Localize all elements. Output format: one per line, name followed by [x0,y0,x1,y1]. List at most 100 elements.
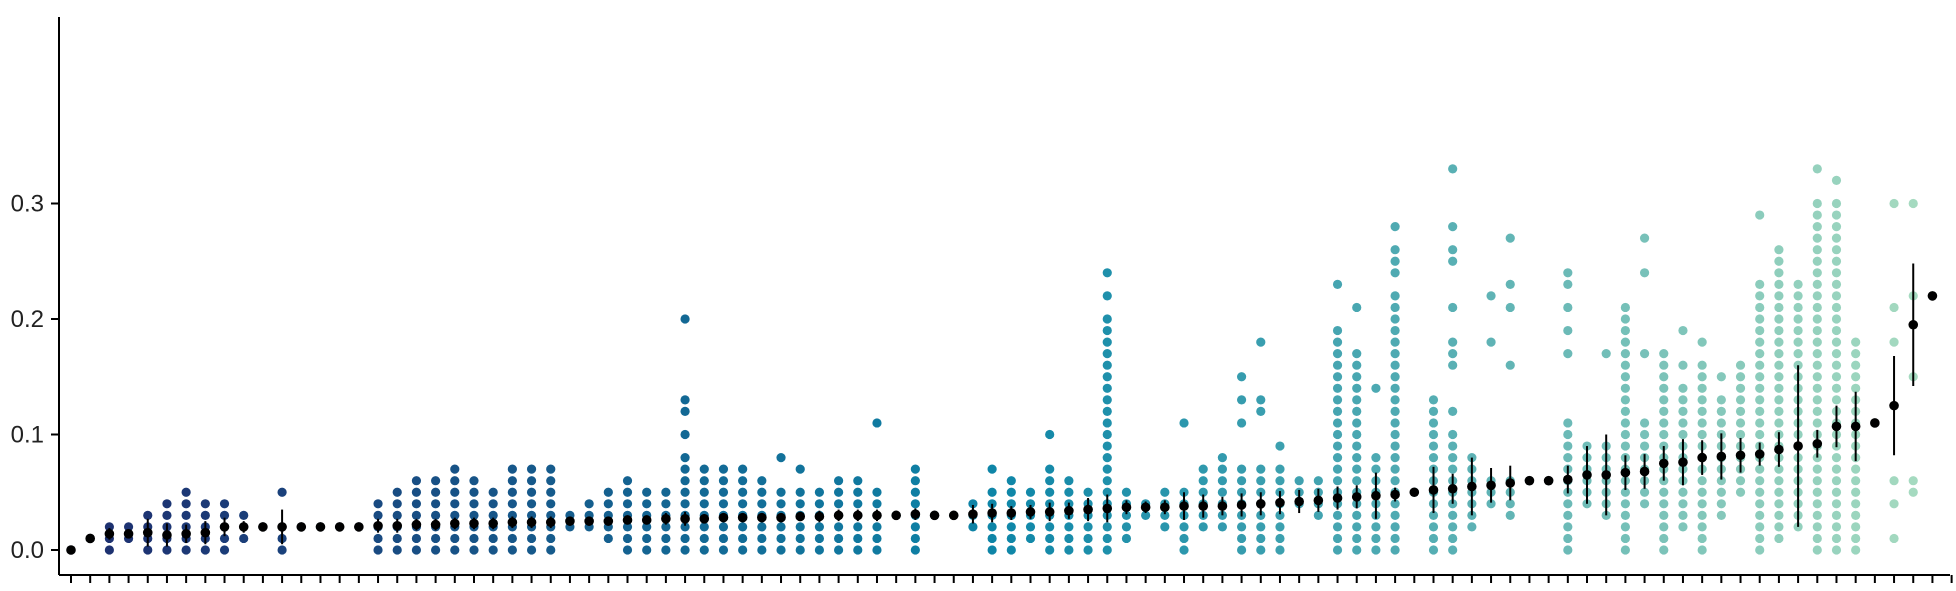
data-point [546,499,556,509]
data-point [277,545,287,555]
data-point [1812,349,1822,359]
x-ticks [70,575,1953,583]
data-point [1275,545,1285,555]
data-point [1025,499,1036,509]
data-point [219,510,230,520]
mean-point [373,520,383,531]
data-point [431,533,441,544]
data-point [1697,533,1707,544]
mean-point [1409,487,1420,498]
data-point [1812,302,1822,313]
data-point [1332,279,1343,289]
mean-point [1774,444,1784,455]
data-point [1659,545,1669,555]
data-point [1563,441,1573,451]
data-point [1563,522,1573,532]
data-point [1141,510,1151,520]
data-point [834,487,844,497]
data-point [1102,522,1112,532]
mean-point [1524,475,1535,486]
data-point [1716,510,1726,520]
data-point [1774,499,1784,509]
mean-point [852,510,863,521]
mean-point [661,514,671,524]
data-point [1064,522,1074,532]
data-point [546,487,556,497]
data-point [1332,464,1343,474]
data-point [1735,418,1746,428]
data-point [1755,499,1765,509]
data-point [1620,383,1630,393]
data-point [1678,510,1688,520]
data-point [661,545,671,555]
data-point [1448,464,1458,474]
data-point [1371,464,1381,474]
data-point [718,464,729,474]
data-point [1448,533,1458,544]
mean-point [142,527,153,538]
mean-point [814,511,825,522]
data-point [987,522,997,532]
data-point [526,476,537,486]
data-point [1639,429,1650,440]
data-point [162,499,172,509]
data-point [1102,453,1112,463]
data-point [1755,372,1765,382]
data-point [143,510,153,520]
data-point [1620,360,1630,370]
data-point [1102,533,1112,544]
data-point [1505,279,1515,289]
data-point [1774,522,1784,532]
data-point [1428,395,1439,405]
data-point [1755,302,1765,313]
data-point [718,522,729,532]
data-point [1831,533,1842,544]
data-point [104,522,114,532]
data-point [1448,429,1458,440]
data-point [718,545,729,555]
data-point [1755,522,1765,532]
data-point [1428,545,1439,555]
data-point [1371,453,1381,463]
data-point [910,545,920,555]
data-point [1332,372,1343,382]
data-point [814,545,825,555]
data-point [1448,453,1458,463]
data-point [469,510,479,520]
data-point [526,510,537,520]
data-point [392,545,402,555]
data-point [699,533,709,544]
data-point [1735,360,1746,370]
data-point [1851,360,1861,370]
data-point [1678,383,1688,393]
mean-point [1697,452,1707,463]
data-point [1639,268,1650,278]
data-point [661,522,671,532]
data-point [450,533,460,544]
data-point [1812,268,1822,278]
mean-point [1639,466,1650,477]
data-point [603,499,613,509]
data-point [239,533,249,544]
data-point [853,499,863,509]
data-point [680,487,690,497]
mean-point [1313,495,1324,506]
data-point [1102,291,1112,301]
data-point [1659,499,1669,509]
data-point [1851,545,1861,555]
mean-point [392,520,403,531]
data-point [1505,302,1515,313]
data-point [834,499,844,509]
data-point [450,487,460,497]
data-point [814,533,825,544]
data-point [1774,418,1784,428]
data-point [1102,487,1112,497]
y-axis: 0.0 0.1 0.2 0.3 [11,17,60,575]
data-point [622,499,633,509]
mean-point [1294,496,1304,507]
mean-point [1467,481,1477,492]
data-point [526,499,537,509]
data-point [1390,337,1400,347]
data-point [1025,487,1036,497]
data-point [1102,395,1112,405]
